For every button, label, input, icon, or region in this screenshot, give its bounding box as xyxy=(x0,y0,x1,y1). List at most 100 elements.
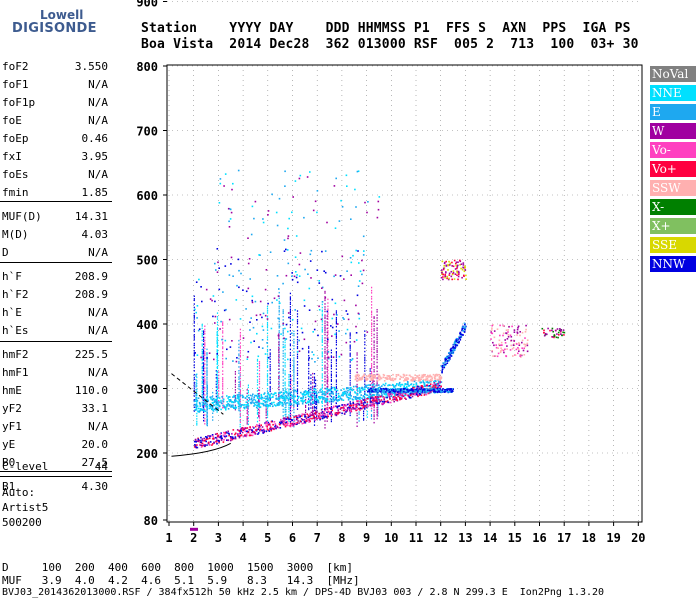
echo-point xyxy=(206,358,208,361)
param-value: 3.95 xyxy=(81,150,109,163)
echo-point xyxy=(251,402,253,404)
echo-point xyxy=(291,424,294,426)
echo-point xyxy=(435,380,437,383)
echo-point xyxy=(193,339,195,341)
echo-point xyxy=(237,405,240,408)
echo-point xyxy=(254,404,256,406)
echo-point xyxy=(333,275,335,278)
echo-point xyxy=(259,430,261,432)
echo-point xyxy=(222,332,224,334)
echo-point xyxy=(324,397,326,400)
echo-point xyxy=(373,328,375,330)
echo-point xyxy=(206,364,208,367)
echo-point xyxy=(229,439,232,442)
echo-point xyxy=(294,309,296,311)
echo-point xyxy=(206,376,208,379)
echo-point xyxy=(326,403,328,406)
echo-point xyxy=(403,385,405,387)
echo-point xyxy=(258,400,261,402)
echo-point xyxy=(282,309,284,311)
echo-point xyxy=(216,380,218,383)
echo-point xyxy=(519,355,521,357)
echo-point xyxy=(256,372,259,375)
echo-point xyxy=(461,334,464,336)
echo-point xyxy=(417,377,420,379)
echo-point xyxy=(243,406,245,409)
echo-point xyxy=(366,211,368,214)
echo-point xyxy=(204,360,206,362)
echo-point xyxy=(269,352,271,354)
y-tick-label: 300 xyxy=(136,383,158,397)
echo-point xyxy=(544,334,547,336)
echo-point xyxy=(264,288,267,291)
echo-point xyxy=(205,288,208,291)
echo-point xyxy=(269,404,271,407)
echo-point xyxy=(551,329,553,332)
echo-point xyxy=(293,371,295,374)
echo-point xyxy=(505,332,507,334)
echo-point xyxy=(327,327,329,329)
echo-point xyxy=(194,404,196,406)
echo-point xyxy=(423,390,425,393)
echo-point xyxy=(206,368,208,370)
echo-point xyxy=(265,420,267,423)
echo-point xyxy=(284,424,287,426)
echo-point xyxy=(382,391,385,393)
echo-point xyxy=(364,379,366,381)
echo-point xyxy=(512,344,515,346)
echo-point xyxy=(289,354,291,356)
echo-point xyxy=(201,343,203,345)
echo-point xyxy=(437,384,439,386)
echo-point xyxy=(196,390,198,393)
echo-point xyxy=(321,313,323,315)
echo-point xyxy=(289,358,291,360)
echo-point xyxy=(193,334,195,336)
echo-point xyxy=(308,372,310,375)
echo-point xyxy=(195,375,197,377)
echo-point xyxy=(245,433,248,435)
echo-point xyxy=(194,308,196,311)
echo-point xyxy=(308,350,310,352)
echo-point xyxy=(204,423,206,425)
separator-line xyxy=(0,476,112,477)
echo-point xyxy=(341,404,343,406)
echo-point xyxy=(344,405,347,407)
echo-point xyxy=(263,430,265,432)
echo-point xyxy=(303,390,306,393)
echo-point xyxy=(285,274,288,277)
echo-point xyxy=(311,394,314,396)
echo-point xyxy=(377,402,379,405)
echo-point xyxy=(216,382,218,385)
echo-point xyxy=(403,380,405,382)
echo-point xyxy=(464,323,466,326)
echo-point xyxy=(326,386,328,388)
echo-point xyxy=(195,396,197,399)
echo-point xyxy=(321,323,323,326)
echo-point xyxy=(258,382,261,385)
echo-point xyxy=(356,367,358,370)
echo-point xyxy=(307,419,309,421)
echo-point xyxy=(266,362,269,365)
echo-point xyxy=(308,404,310,406)
echo-point xyxy=(234,391,236,394)
echo-point xyxy=(490,331,492,333)
echo-point xyxy=(361,406,364,408)
echo-point xyxy=(349,414,351,417)
echo-point xyxy=(364,341,366,343)
echo-point xyxy=(324,348,326,350)
echo-point xyxy=(294,395,296,398)
echo-point xyxy=(376,309,378,311)
param-name: foE xyxy=(2,114,22,127)
echo-point xyxy=(252,431,255,433)
echo-point xyxy=(309,414,312,416)
echo-point xyxy=(321,405,323,407)
echo-point xyxy=(204,353,206,355)
echo-point xyxy=(371,355,373,357)
echo-point xyxy=(266,396,269,398)
echo-point xyxy=(258,373,261,375)
echo-point xyxy=(201,355,203,357)
echo-point xyxy=(201,323,203,326)
echo-point xyxy=(196,380,198,382)
echo-point xyxy=(285,406,287,408)
echo-point xyxy=(321,348,323,350)
